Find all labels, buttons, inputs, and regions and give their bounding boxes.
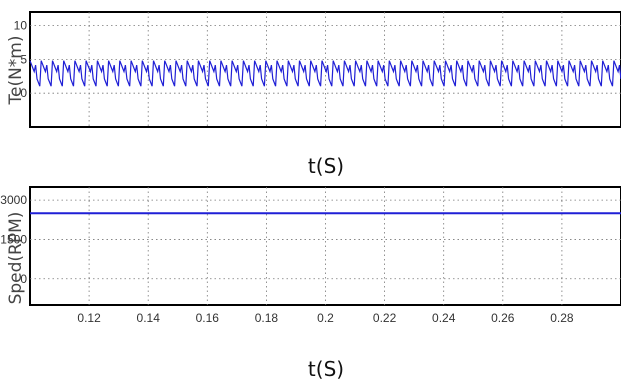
speed-x-ticks: 0.12 0.14 0.16 0.18 0.2 0.22 0.24 0.26 0.28 — [77, 311, 573, 325]
x-tick-label: 0.18 — [255, 311, 279, 325]
torque-series-line — [29, 60, 621, 87]
y-tick-label: 0 — [20, 272, 27, 286]
torque-y-ticks: 0 5 10 — [14, 19, 28, 101]
speed-x-axis-label: t(S) — [308, 357, 344, 381]
y-tick-label: 10 — [14, 19, 28, 33]
x-tick-label: 0.26 — [491, 311, 515, 325]
x-tick-label: 0.14 — [137, 311, 161, 325]
speed-panel: 0 1500 3000 0.12 0.14 0.16 0.18 0.2 0.22 0.24 0.2… — [0, 186, 621, 381]
speed-y-axis-label: Sped(RPM) — [6, 212, 26, 305]
speed-grid — [30, 187, 621, 305]
x-tick-label: 0.24 — [432, 311, 456, 325]
x-tick-label: 0.16 — [196, 311, 220, 325]
speed-y-ticks: 0 1500 3000 — [0, 193, 27, 286]
torque-grid — [30, 12, 621, 127]
torque-x-axis-label: t(S) — [308, 154, 344, 178]
x-tick-label: 0.22 — [373, 311, 397, 325]
y-tick-label: 5 — [20, 52, 27, 66]
x-tick-label: 0.2 — [317, 311, 334, 325]
x-tick-label: 0.28 — [550, 311, 574, 325]
y-tick-label: 1500 — [0, 232, 27, 246]
torque-y-axis-label: Te(N*m) — [6, 36, 26, 106]
y-tick-label: 0 — [20, 86, 27, 100]
torque-panel: 0 5 10 Te(N*m) t(S) — [6, 11, 621, 178]
x-tick-label: 0.12 — [77, 311, 101, 325]
y-tick-label: 3000 — [0, 193, 27, 207]
